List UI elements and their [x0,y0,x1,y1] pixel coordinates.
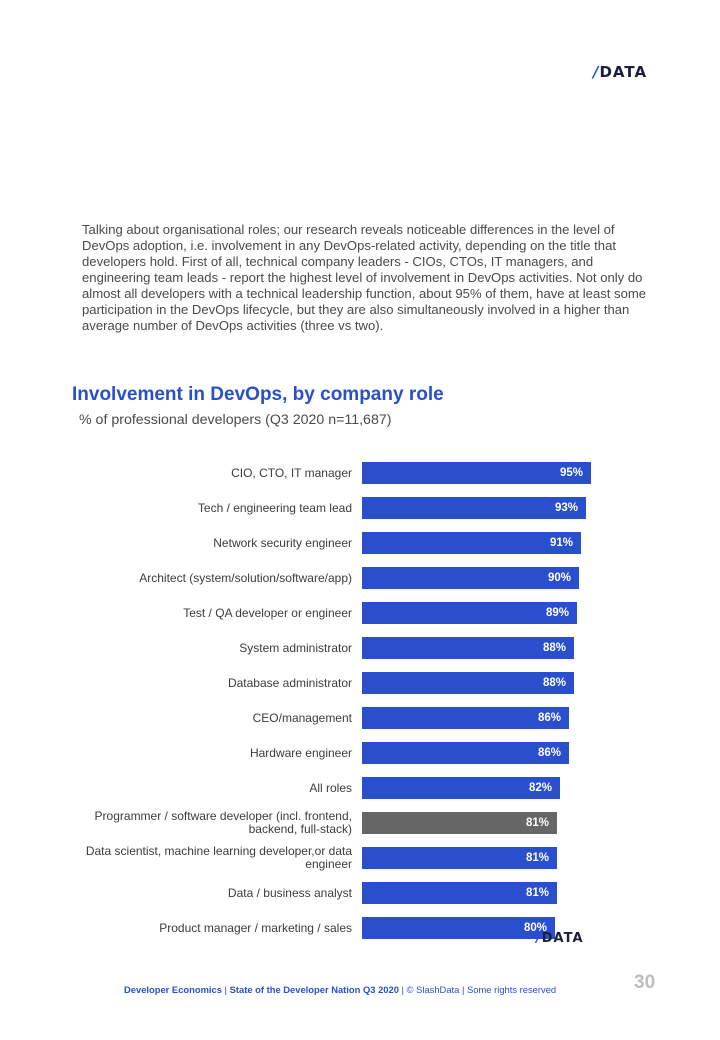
footer-report: State of the Developer Nation Q3 2020 [229,984,399,995]
bar-label: Network security engineer [213,535,352,550]
footer-copyright: © SlashData [406,984,460,995]
footer-sep-1: | [221,984,230,995]
bar-value-label: 81% [525,887,549,899]
bar-value-label: 93% [554,502,578,514]
bar: 81% [362,812,557,834]
footer-brand: Developer Economics [124,984,222,995]
bar: 86% [362,707,569,729]
bar-chart: CIO, CTO, IT manager 95% Tech / engineerin… [0,460,720,940]
bar: 95% [362,462,591,484]
bar: 81% [362,882,557,904]
bar-value-label: 82% [528,782,552,794]
footer: Developer Economics | State of the Devel… [124,984,556,995]
chart-logo-slash: / [536,931,542,946]
bar: 91% [362,532,581,554]
chart-slashdata-logo: /DATA [536,931,584,946]
bar-label: Programmer / software developer (incl. f… [94,809,352,836]
bar-label: Data scientist, machine learning develop… [85,844,352,871]
footer-rights: Some rights reserved [467,984,557,995]
bar-label: All roles [309,780,352,795]
page-number: 30 [634,972,656,993]
bar: 86% [362,742,569,764]
bar-label: Test / QA developer or engineer [183,605,352,620]
bar-value-label: 86% [537,712,561,724]
bar-value-label: 95% [559,467,583,479]
bar-value-label: 90% [547,572,571,584]
bar-value-label: 81% [525,852,549,864]
bar-label: Architect (system/solution/software/app) [139,570,352,585]
bar-label: System administrator [239,640,352,655]
bar-value-label: 89% [545,607,569,619]
bar: 82% [362,777,560,799]
bar-label: CEO/management [252,710,352,725]
bar-value-label: 81% [525,817,549,829]
bar: 80% [362,917,555,939]
bar-label: Product manager / marketing / sales [159,920,352,935]
bar-value-label: 86% [537,747,561,759]
bar-value-label: 91% [549,537,573,549]
chart-title: Involvement in DevOps, by company role [72,384,444,405]
intro-paragraph: Talking about organisational roles; our … [82,222,647,333]
bar: 88% [362,637,574,659]
bar-value-label: 88% [542,642,566,654]
slashdata-logo: /DATA [593,63,647,81]
logo-text: DATA [599,63,648,81]
bar-value-label: 88% [542,677,566,689]
logo-slash: / [593,63,600,81]
bar: 81% [362,847,557,869]
bar: 89% [362,602,577,624]
chart-subtitle: % of professional developers (Q3 2020 n=… [79,412,392,428]
bar: 88% [362,672,574,694]
bar: 90% [362,567,579,589]
bar: 93% [362,497,586,519]
footer-sep-3: | [459,984,468,995]
bar-label: CIO, CTO, IT manager [231,465,352,480]
bar-label: Data / business analyst [227,885,352,900]
bar-label: Database administrator [227,675,352,690]
footer-sep-2: | [398,984,407,995]
bar-label: Hardware engineer [249,745,352,760]
chart-logo-text: DATA [541,931,584,946]
bar-label: Tech / engineering team lead [197,500,352,515]
bar-value-label: 80% [523,922,547,934]
